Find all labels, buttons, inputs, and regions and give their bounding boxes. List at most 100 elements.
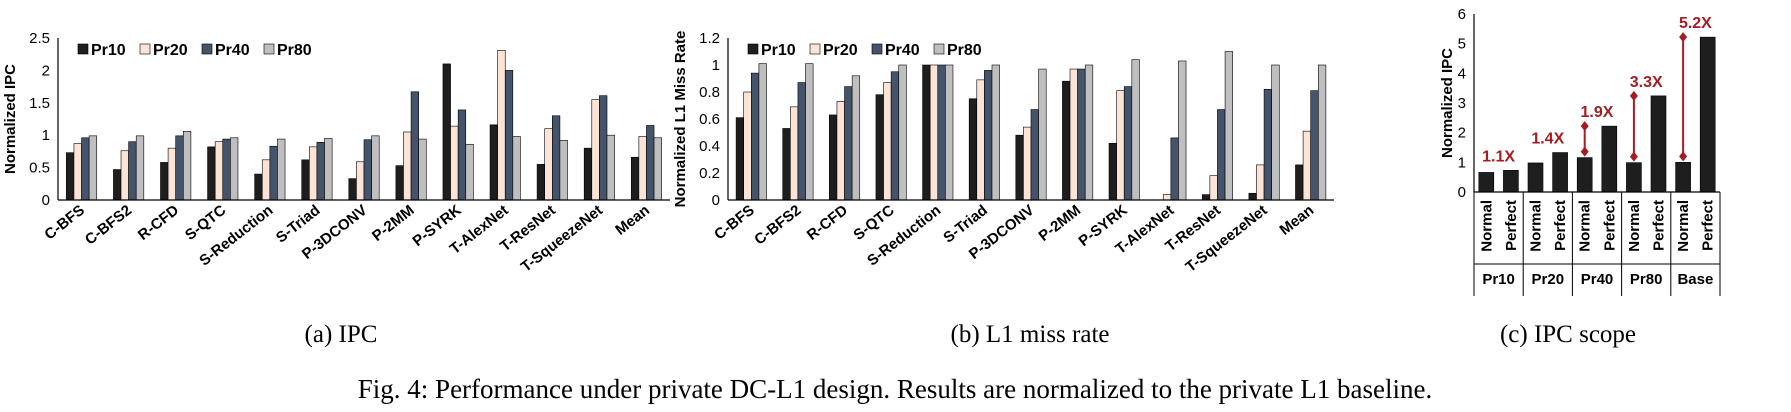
x-tick-label: Perfect bbox=[1552, 200, 1569, 251]
bar-pr80-p-syrk bbox=[465, 143, 474, 201]
bar-pr10-c-bfs bbox=[66, 152, 75, 201]
bar-pr10-t-squeezenet bbox=[1248, 192, 1257, 201]
bar-pr80-c-bfs2 bbox=[135, 135, 145, 201]
legend-swatch-pr20 bbox=[139, 43, 151, 55]
bar-pr10-s-reduction bbox=[254, 173, 263, 201]
bar-pr40-r-cfd bbox=[844, 86, 853, 201]
y-axis-label: Normalized IPC bbox=[1439, 48, 1456, 158]
group-label-pr10: Pr10 bbox=[1482, 271, 1515, 288]
bar-base-perfect bbox=[1699, 36, 1716, 193]
x-tick-label: R-CFD bbox=[135, 202, 182, 244]
y-tick-label: 3 bbox=[1458, 95, 1466, 112]
bar-pr80-c-bfs2 bbox=[805, 63, 814, 201]
bar-pr10-s-triad bbox=[301, 159, 310, 201]
group-label-base: Base bbox=[1677, 271, 1713, 288]
bar-pr20-normal bbox=[1527, 162, 1544, 193]
bar-pr20-r-cfd bbox=[836, 101, 845, 201]
speedup-annotation: 1.9X bbox=[1581, 104, 1614, 121]
bar-pr10-r-cfd bbox=[160, 162, 169, 201]
x-tick-label: Mean bbox=[612, 202, 653, 239]
bar-pr40-normal bbox=[1576, 157, 1593, 193]
legend-label-pr20: Pr20 bbox=[823, 42, 858, 59]
bar-pr10-p-syrk bbox=[1108, 143, 1117, 201]
x-tick-label: Perfect bbox=[1651, 200, 1668, 251]
bar-pr80-r-cfd bbox=[851, 75, 861, 201]
subcaption-c: (c) IPC scope bbox=[1500, 321, 1636, 348]
diamond-marker-bottom bbox=[1629, 151, 1638, 162]
bar-pr40-p-syrk bbox=[457, 109, 467, 201]
legend-label-pr40: Pr40 bbox=[215, 42, 250, 59]
legend-swatch-pr10 bbox=[747, 43, 759, 55]
y-tick-label: 0.8 bbox=[699, 84, 720, 101]
y-tick-label: 4 bbox=[1458, 65, 1466, 82]
x-tick-label: Normal bbox=[1577, 200, 1594, 252]
x-tick-label: T-SqueezeNet bbox=[1183, 202, 1271, 276]
bar-pr10-t-resnet bbox=[536, 164, 546, 201]
bar-pr40-c-bfs bbox=[751, 72, 760, 201]
y-tick-label: 0.6 bbox=[699, 111, 720, 128]
bar-pr20-t-squeezenet bbox=[591, 99, 600, 201]
bar-pr20-s-qtc bbox=[214, 141, 224, 201]
bar-pr20-t-squeezenet bbox=[1256, 164, 1265, 201]
figure-caption: Fig. 4: Performance under private DC-L1 … bbox=[358, 374, 1432, 404]
bar-pr10-p-2mm bbox=[395, 165, 404, 201]
y-tick-label: 5 bbox=[1458, 36, 1466, 53]
y-tick-label: 0.4 bbox=[699, 138, 720, 155]
x-tick-label: Perfect bbox=[1503, 200, 1520, 251]
bar-pr40-c-bfs2 bbox=[797, 82, 806, 201]
bar-pr40-mean bbox=[646, 125, 655, 201]
panel-l1-miss-rate: Normalized L1 Miss Rate 0 0.2 0.4 0.6 0.8 1 1.2… bbox=[672, 30, 1334, 276]
legend-swatch-pr80 bbox=[933, 43, 945, 55]
bar-pr40-s-triad bbox=[316, 142, 325, 201]
bar-pr40-s-triad bbox=[984, 70, 993, 201]
bar-pr10-mean bbox=[1295, 164, 1304, 201]
legend-swatch-pr80 bbox=[263, 43, 275, 55]
bar-pr80-c-bfs bbox=[88, 135, 98, 201]
bar-pr80-perfect bbox=[1650, 95, 1667, 193]
x-tick-label: Mean bbox=[1276, 202, 1317, 239]
group-label-pr20: Pr20 bbox=[1532, 271, 1565, 288]
bar-pr80-s-qtc bbox=[898, 64, 907, 201]
x-tick-label: Normal bbox=[1675, 200, 1692, 252]
bar-pr10-s-qtc bbox=[875, 94, 884, 201]
bar-pr80-p-3dconv bbox=[371, 135, 380, 201]
y-axis-label: Normalized IPC bbox=[2, 64, 19, 174]
bar-pr80-s-reduction bbox=[277, 138, 286, 201]
y-tick-label: 0 bbox=[1458, 184, 1466, 201]
bar-pr20-mean bbox=[638, 136, 647, 201]
y-tick-label: 0.5 bbox=[29, 160, 50, 177]
bar-pr80-t-squeezenet bbox=[606, 134, 615, 201]
bar-pr20-t-resnet bbox=[1209, 175, 1218, 201]
y-tick-label: 2 bbox=[1458, 125, 1466, 142]
bar-pr20-p-syrk bbox=[450, 125, 459, 201]
panel-ipc-scope: Normalized IPC 0 1 2 3 4 5 6 Normal Perfect Normal… bbox=[1439, 6, 1721, 296]
bar-pr20-p-2mm bbox=[1069, 68, 1078, 201]
bar-pr10-r-cfd bbox=[829, 114, 838, 201]
group-label-pr80: Pr80 bbox=[1630, 271, 1663, 288]
bar-pr80-s-triad bbox=[991, 64, 1000, 201]
diamond-marker-bottom bbox=[1679, 151, 1688, 162]
bar-pr80-t-alexnet bbox=[512, 136, 521, 201]
bar-pr40-t-squeezenet bbox=[599, 95, 608, 201]
bar-pr20-c-bfs2 bbox=[790, 106, 799, 201]
bar-pr40-p-3dconv bbox=[1030, 109, 1039, 201]
bar-pr40-s-reduction bbox=[937, 64, 946, 201]
y-tick-label: 0 bbox=[712, 192, 720, 209]
bar-pr20-p-syrk bbox=[1116, 90, 1125, 201]
bar-pr80-s-qtc bbox=[230, 137, 239, 201]
bar-pr40-s-qtc bbox=[890, 71, 900, 201]
y-tick-label: 1 bbox=[1458, 154, 1466, 171]
bar-pr40-perfect bbox=[1601, 125, 1618, 193]
legend-label-pr20: Pr20 bbox=[153, 42, 188, 59]
bar-pr80-c-bfs bbox=[758, 63, 767, 201]
y-tick-label: 1 bbox=[42, 127, 50, 144]
bar-pr80-s-reduction bbox=[945, 64, 954, 201]
legend-label-pr80: Pr80 bbox=[947, 42, 982, 59]
bar-pr10-t-resnet bbox=[1201, 194, 1211, 201]
bar-pr80-normal bbox=[1626, 162, 1642, 193]
bar-pr40-r-cfd bbox=[175, 135, 184, 201]
y-tick-label: 0 bbox=[42, 192, 50, 209]
bar-pr80-p-2mm bbox=[418, 138, 427, 201]
bar-pr20-t-alexnet bbox=[497, 50, 506, 201]
